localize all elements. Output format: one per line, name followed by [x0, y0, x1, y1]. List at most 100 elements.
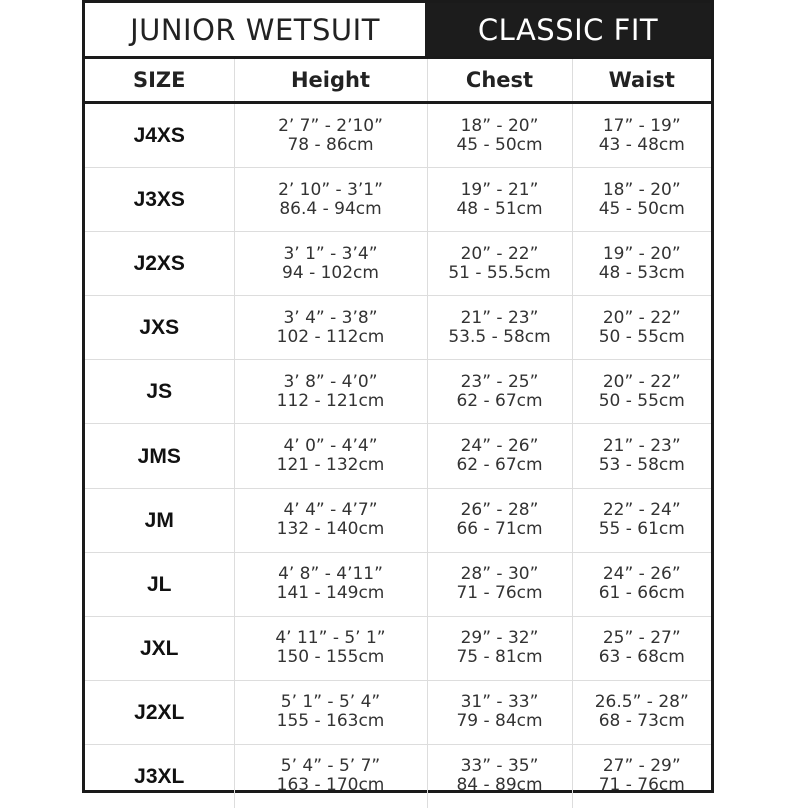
waist-cell: 21” - 23” 53 - 58cm: [571, 423, 711, 489]
height-height-cm: 150 - 155cm: [276, 647, 385, 668]
size-cell: JXS: [85, 295, 234, 360]
height-height-in: 3’ 8” - 4’0”: [283, 371, 378, 392]
height-height-in: 4’ 8” - 4’11”: [278, 564, 383, 585]
title-classic-fit: CLASSIC FIT: [425, 3, 711, 56]
chest-chest-in: 31” - 33”: [460, 692, 539, 713]
height-height-in: 2’ 10” - 3’1”: [278, 179, 383, 200]
waist-waist-cm: 68 - 73cm: [598, 711, 685, 732]
waist-cell: 20” - 22” 50 - 55cm: [571, 295, 711, 360]
size-cell: JL: [85, 551, 234, 617]
height-height-cm: 132 - 140cm: [276, 519, 385, 540]
size-size: J4XS: [133, 124, 185, 148]
table-row: JMS 4’ 0” - 4’4” 121 - 132cm 24” - 26” 62 - …: [85, 423, 711, 489]
size-size: JM: [144, 508, 174, 532]
size-size: JMS: [137, 444, 181, 468]
height-height-cm: 86.4 - 94cm: [279, 198, 382, 219]
chest-chest-cm: 84 - 89cm: [456, 775, 543, 796]
chest-chest-in: 26” - 28”: [460, 500, 539, 521]
table-row: JL 4’ 8” - 4’11” 141 - 149cm 28” - 30” 71 - …: [85, 551, 711, 617]
title-row: JUNIOR WETSUIT CLASSIC FIT: [85, 3, 711, 59]
chest-chest-in: 19” - 21”: [460, 179, 539, 200]
chest-cell: 20” - 22” 51 - 55.5cm: [426, 231, 572, 296]
size-size: JXS: [139, 316, 180, 340]
waist-cell: 27” - 29” 71 - 76cm: [571, 743, 711, 808]
waist-waist-cm: 55 - 61cm: [598, 519, 685, 540]
size-cell: J3XL: [85, 743, 234, 808]
height-cell: 4’ 8” - 4’11” 141 - 149cm: [233, 551, 427, 617]
size-size: J3XS: [133, 188, 185, 212]
waist-waist-in: 26.5” - 28”: [594, 692, 689, 713]
height-height-in: 4’ 0” - 4’4”: [283, 436, 378, 457]
size-cell: JXL: [85, 615, 234, 681]
waist-waist-cm: 50 - 55cm: [598, 326, 685, 347]
waist-waist-cm: 61 - 66cm: [598, 583, 685, 604]
table-row: J2XL 5’ 1” - 5’ 4” 155 - 163cm 31” - 33” 79 …: [85, 679, 711, 745]
height-cell: 5’ 4” - 5’ 7” 163 - 170cm: [233, 743, 427, 808]
waist-waist-in: 21” - 23”: [602, 436, 681, 457]
title-junior-wetsuit: JUNIOR WETSUIT: [130, 12, 380, 47]
chest-chest-cm: 66 - 71cm: [456, 519, 543, 540]
chest-chest-cm: 75 - 81cm: [456, 647, 543, 668]
chest-chest-in: 23” - 25”: [460, 371, 539, 392]
size-cell: J4XS: [85, 103, 234, 168]
table-row: JXL 4’ 11” - 5’ 1” 150 - 155cm 29” - 32” 75 …: [85, 615, 711, 681]
chest-cell: 21” - 23” 53.5 - 58cm: [426, 295, 572, 360]
waist-waist-cm: 53 - 58cm: [598, 455, 685, 476]
size-cell: JM: [85, 487, 234, 553]
waist-waist-in: 20” - 22”: [602, 307, 681, 328]
chest-chest-in: 29” - 32”: [460, 628, 539, 649]
size-cell: JMS: [85, 423, 234, 489]
table-row: J3XS 2’ 10” - 3’1” 86.4 - 94cm 19” - 21” 48 …: [85, 167, 711, 232]
height-cell: 4’ 0” - 4’4” 121 - 132cm: [233, 423, 427, 489]
height-cell: 3’ 1” - 3’4” 94 - 102cm: [233, 231, 427, 296]
chest-cell: 23” - 25” 62 - 67cm: [426, 359, 572, 424]
height-height-in: 3’ 1” - 3’4”: [283, 243, 378, 264]
chest-chest-in: 18” - 20”: [460, 115, 539, 136]
height-height-in: 2’ 7” - 2’10”: [278, 115, 383, 136]
chest-cell: 24” - 26” 62 - 67cm: [426, 423, 572, 489]
height-height-cm: 94 - 102cm: [282, 262, 379, 283]
height-height-cm: 141 - 149cm: [276, 583, 385, 604]
waist-cell: 17” - 19” 43 - 48cm: [571, 102, 711, 168]
height-cell: 3’ 4” - 3’8” 102 - 112cm: [233, 295, 427, 360]
waist-waist-in: 19” - 20”: [602, 243, 681, 264]
waist-waist-cm: 45 - 50cm: [598, 198, 685, 219]
header-chest: Chest: [426, 59, 572, 104]
table-row: JXS 3’ 4” - 3’8” 102 - 112cm 21” - 23” 53.5 …: [85, 295, 711, 360]
size-size: JS: [146, 380, 173, 404]
waist-cell: 19” - 20” 48 - 53cm: [571, 231, 711, 296]
height-cell: 2’ 10” - 3’1” 86.4 - 94cm: [233, 167, 427, 232]
height-height-in: 5’ 1” - 5’ 4”: [280, 692, 381, 713]
waist-waist-in: 20” - 22”: [602, 371, 681, 392]
waist-cell: 20” - 22” 50 - 55cm: [571, 359, 711, 424]
waist-waist-cm: 71 - 76cm: [598, 775, 685, 796]
height-cell: 2’ 7” - 2’10” 78 - 86cm: [233, 102, 427, 168]
chest-chest-in: 33” - 35”: [460, 756, 539, 777]
header-height: Height: [233, 59, 427, 104]
waist-waist-in: 17” - 19”: [602, 115, 681, 136]
header-size: SIZE: [85, 59, 234, 104]
waist-cell: 18” - 20” 45 - 50cm: [571, 167, 711, 232]
size-cell: J3XS: [85, 167, 234, 232]
size-chart: JUNIOR WETSUIT CLASSIC FIT SIZE Height C…: [82, 0, 714, 808]
size-size: J2XS: [133, 252, 185, 276]
table-row: JS 3’ 8” - 4’0” 112 - 121cm 23” - 25” 62 - 6…: [85, 359, 711, 424]
chest-chest-cm: 45 - 50cm: [456, 134, 543, 155]
height-height-in: 4’ 4” - 4’7”: [283, 500, 378, 521]
size-size: J2XL: [134, 700, 185, 724]
height-cell: 4’ 4” - 4’7” 132 - 140cm: [233, 487, 427, 553]
height-height-in: 4’ 11” - 5’ 1”: [275, 628, 386, 649]
height-cell: 4’ 11” - 5’ 1” 150 - 155cm: [233, 615, 427, 681]
size-cell: J2XL: [85, 679, 234, 745]
chest-chest-in: 24” - 26”: [460, 436, 539, 457]
chest-chest-cm: 51 - 55.5cm: [448, 262, 551, 283]
waist-waist-in: 24” - 26”: [602, 564, 681, 585]
waist-waist-in: 22” - 24”: [602, 500, 681, 521]
waist-waist-cm: 50 - 55cm: [598, 390, 685, 411]
height-height-cm: 78 - 86cm: [287, 134, 374, 155]
chest-chest-in: 20” - 22”: [460, 243, 539, 264]
waist-cell: 24” - 26” 61 - 66cm: [571, 551, 711, 617]
waist-cell: 25” - 27” 63 - 68cm: [571, 615, 711, 681]
chest-cell: 31” - 33” 79 - 84cm: [426, 679, 572, 745]
height-height-cm: 102 - 112cm: [276, 326, 385, 347]
